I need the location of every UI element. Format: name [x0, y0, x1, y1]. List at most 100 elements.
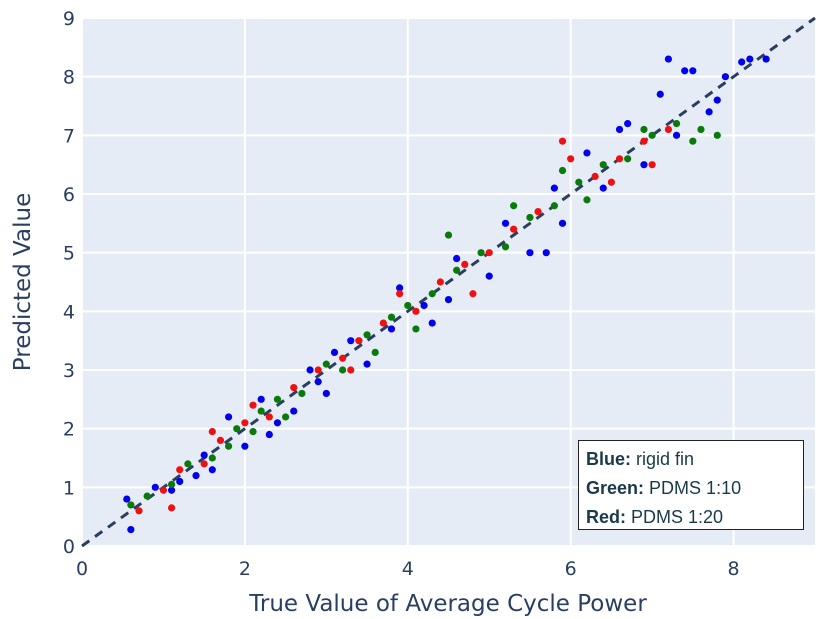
legend-entry-green: Green: PDMS 1:10 [586, 474, 796, 503]
data-point [526, 213, 534, 222]
data-point [208, 428, 216, 436]
data-point [257, 407, 265, 415]
data-point [322, 360, 330, 368]
data-point [705, 108, 713, 116]
data-point [135, 507, 143, 515]
data-point [567, 155, 575, 163]
data-point [420, 301, 428, 310]
data-point [444, 296, 453, 304]
data-point [501, 243, 510, 251]
data-point [208, 454, 216, 462]
data-point [257, 395, 265, 403]
x-tick-label: 2 [239, 558, 251, 580]
data-point [689, 137, 697, 145]
data-point [558, 219, 567, 227]
data-point [672, 120, 681, 128]
data-point [241, 419, 249, 427]
data-point [453, 266, 461, 274]
data-point [192, 472, 200, 480]
data-point [363, 360, 371, 368]
data-point [607, 178, 615, 186]
data-point [615, 155, 624, 163]
data-point [599, 161, 607, 169]
y-tick-label: 5 [63, 243, 75, 265]
data-point [510, 225, 518, 233]
x-tick-label: 6 [565, 558, 577, 580]
legend-key-green: Green: [586, 478, 645, 498]
data-point [123, 495, 131, 503]
legend: Blue: rigid fin Green: PDMS 1:10 Red: PD… [578, 440, 804, 530]
data-point [290, 407, 298, 415]
data-point [225, 413, 233, 421]
data-point [396, 290, 404, 298]
data-point [689, 67, 697, 75]
data-point [697, 125, 705, 134]
grid-lines [81, 17, 815, 547]
data-point [412, 325, 420, 333]
data-point [200, 451, 208, 459]
y-tick-label: 3 [63, 360, 75, 382]
data-point [387, 313, 396, 321]
data-point [347, 337, 355, 345]
data-point [624, 120, 632, 128]
data-point [347, 366, 355, 374]
data-point [672, 131, 681, 139]
data-point [762, 55, 770, 63]
data-point [656, 90, 664, 98]
data-point [330, 348, 339, 356]
data-point [298, 389, 306, 398]
x-tick-label: 4 [402, 558, 414, 580]
data-point [550, 184, 558, 192]
data-point [591, 172, 599, 180]
data-point [396, 284, 404, 292]
data-point [159, 486, 168, 494]
legend-label-green: PDMS 1:10 [649, 478, 742, 498]
data-point [176, 466, 184, 474]
x-tick-label: 0 [76, 558, 88, 580]
series-1 [127, 120, 721, 509]
data-point [583, 149, 591, 157]
data-point [469, 290, 477, 298]
y-tick-labels: 0 1 2 3 4 5 6 7 8 9 [63, 8, 75, 558]
data-point [265, 413, 273, 421]
data-point [249, 401, 257, 409]
data-point [404, 301, 412, 310]
series-2 [135, 125, 673, 515]
data-point [176, 477, 184, 486]
data-point [713, 131, 721, 139]
y-tick-label: 7 [63, 125, 75, 147]
data-point [339, 354, 347, 362]
data-point [575, 178, 583, 186]
x-axis-title: True Value of Average Cycle Power [248, 591, 647, 617]
y-tick-label: 2 [63, 419, 75, 441]
data-point [216, 436, 225, 444]
legend-label-red: PDMS 1:20 [631, 507, 724, 527]
data-point [648, 161, 656, 169]
data-point [265, 430, 273, 439]
legend-key-red: Red: [586, 507, 626, 527]
data-point [273, 395, 282, 403]
data-point [428, 290, 436, 298]
data-point [648, 131, 656, 139]
data-point [558, 137, 567, 145]
legend-entry-blue: Blue: rigid fin [586, 445, 796, 474]
data-point [339, 366, 347, 374]
data-point [640, 125, 648, 134]
data-point [721, 73, 730, 81]
data-point [387, 325, 396, 333]
data-point [143, 492, 151, 500]
data-point [184, 460, 192, 468]
legend-label-blue: rigid fin [636, 449, 695, 469]
y-tick-label: 1 [63, 477, 75, 499]
data-points [123, 55, 770, 534]
data-point [167, 504, 176, 512]
data-point [713, 96, 721, 104]
y-tick-label: 4 [63, 301, 75, 323]
data-point [501, 219, 510, 227]
data-point [444, 231, 453, 239]
legend-entry-red: Red: PDMS 1:20 [586, 503, 796, 532]
data-point [249, 428, 257, 436]
data-point [314, 366, 322, 374]
y-tick-label: 8 [63, 67, 75, 89]
data-point [167, 486, 176, 494]
